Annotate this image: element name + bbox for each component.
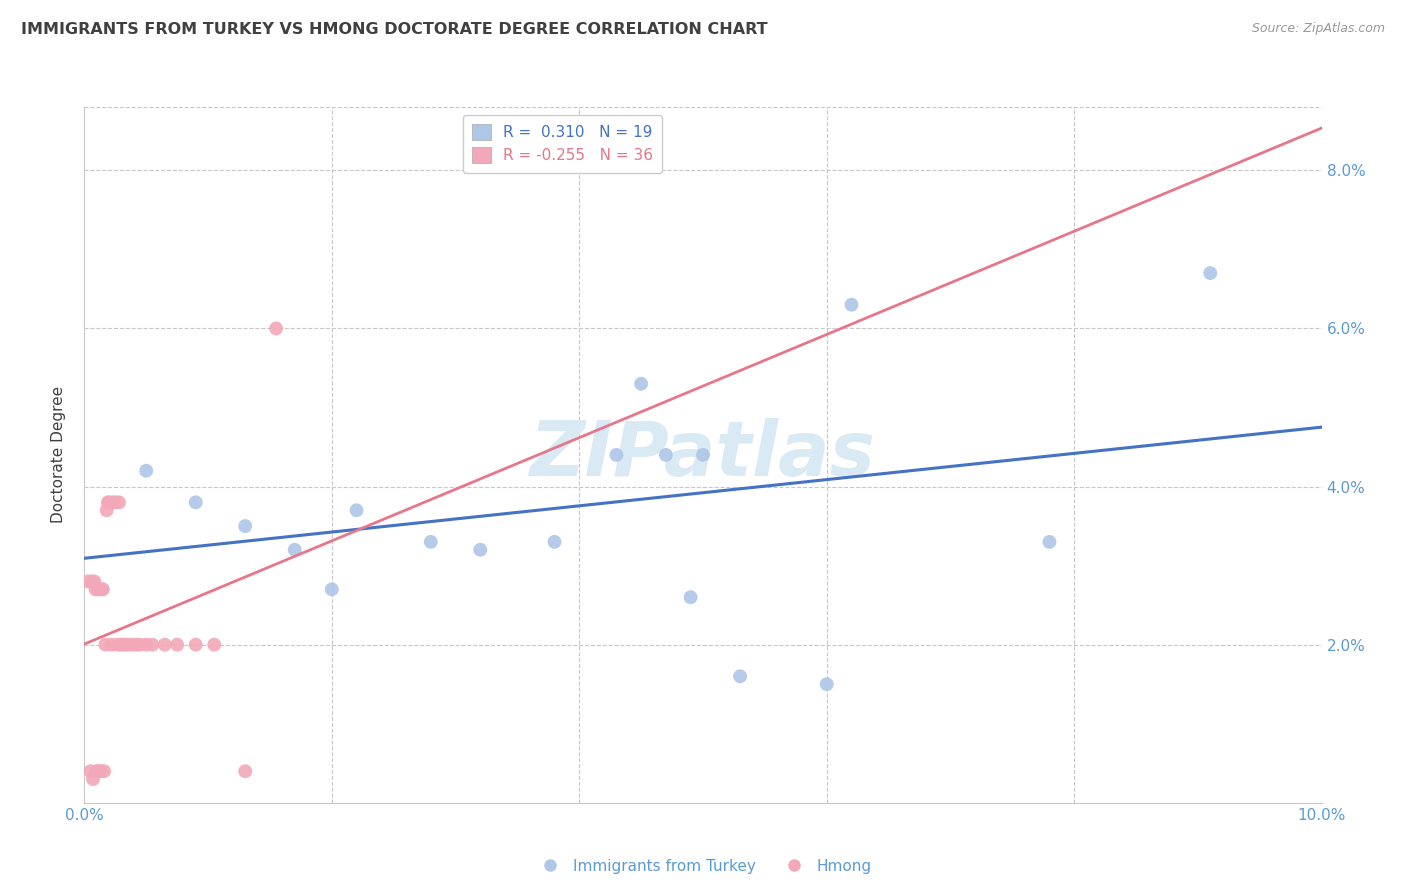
Point	[202, 638, 225, 652]
Point	[184, 638, 207, 652]
Point	[153, 638, 176, 652]
Point	[1038, 535, 1060, 549]
Point	[284, 542, 307, 557]
Point	[79, 764, 101, 779]
Point	[93, 764, 115, 779]
Point	[110, 638, 132, 652]
Point	[233, 764, 256, 779]
Point	[655, 448, 678, 462]
Point	[83, 574, 105, 589]
Point	[543, 535, 565, 549]
Point	[90, 582, 112, 597]
Point	[184, 495, 207, 509]
Point	[96, 503, 118, 517]
Point	[679, 591, 702, 605]
Point	[419, 535, 441, 549]
Point	[89, 764, 111, 779]
Point	[120, 638, 142, 652]
Point	[112, 638, 135, 652]
Point	[77, 574, 100, 589]
Point	[129, 638, 152, 652]
Point	[91, 582, 114, 597]
Point	[470, 542, 492, 557]
Text: Source: ZipAtlas.com: Source: ZipAtlas.com	[1251, 22, 1385, 36]
Point	[107, 638, 129, 652]
Point	[100, 638, 122, 652]
Point	[98, 495, 121, 509]
Text: IMMIGRANTS FROM TURKEY VS HMONG DOCTORATE DEGREE CORRELATION CHART: IMMIGRANTS FROM TURKEY VS HMONG DOCTORAT…	[21, 22, 768, 37]
Point	[141, 638, 163, 652]
Point	[233, 519, 256, 533]
Y-axis label: Doctorate Degree: Doctorate Degree	[51, 386, 66, 524]
Point	[87, 582, 110, 597]
Point	[125, 638, 148, 652]
Point	[135, 638, 157, 652]
Point	[264, 321, 287, 335]
Point	[86, 764, 108, 779]
Point	[1199, 266, 1222, 280]
Point	[82, 772, 104, 786]
Point	[101, 495, 124, 509]
Point	[815, 677, 838, 691]
Point	[94, 638, 117, 652]
Point	[84, 582, 107, 597]
Point	[89, 764, 111, 779]
Point	[135, 464, 157, 478]
Point	[80, 574, 103, 589]
Point	[630, 376, 652, 391]
Point	[97, 495, 120, 509]
Point	[166, 638, 188, 652]
Point	[108, 495, 131, 509]
Legend: R =  0.310   N = 19, R = -0.255   N = 36: R = 0.310 N = 19, R = -0.255 N = 36	[463, 115, 662, 173]
Point	[117, 638, 139, 652]
Point	[728, 669, 751, 683]
Point	[605, 448, 627, 462]
Point	[321, 582, 343, 597]
Point	[841, 298, 863, 312]
Text: ZIPatlas: ZIPatlas	[530, 418, 876, 491]
Point	[346, 503, 368, 517]
Point	[692, 448, 714, 462]
Point	[104, 495, 127, 509]
Legend: Immigrants from Turkey, Hmong: Immigrants from Turkey, Hmong	[529, 853, 877, 880]
